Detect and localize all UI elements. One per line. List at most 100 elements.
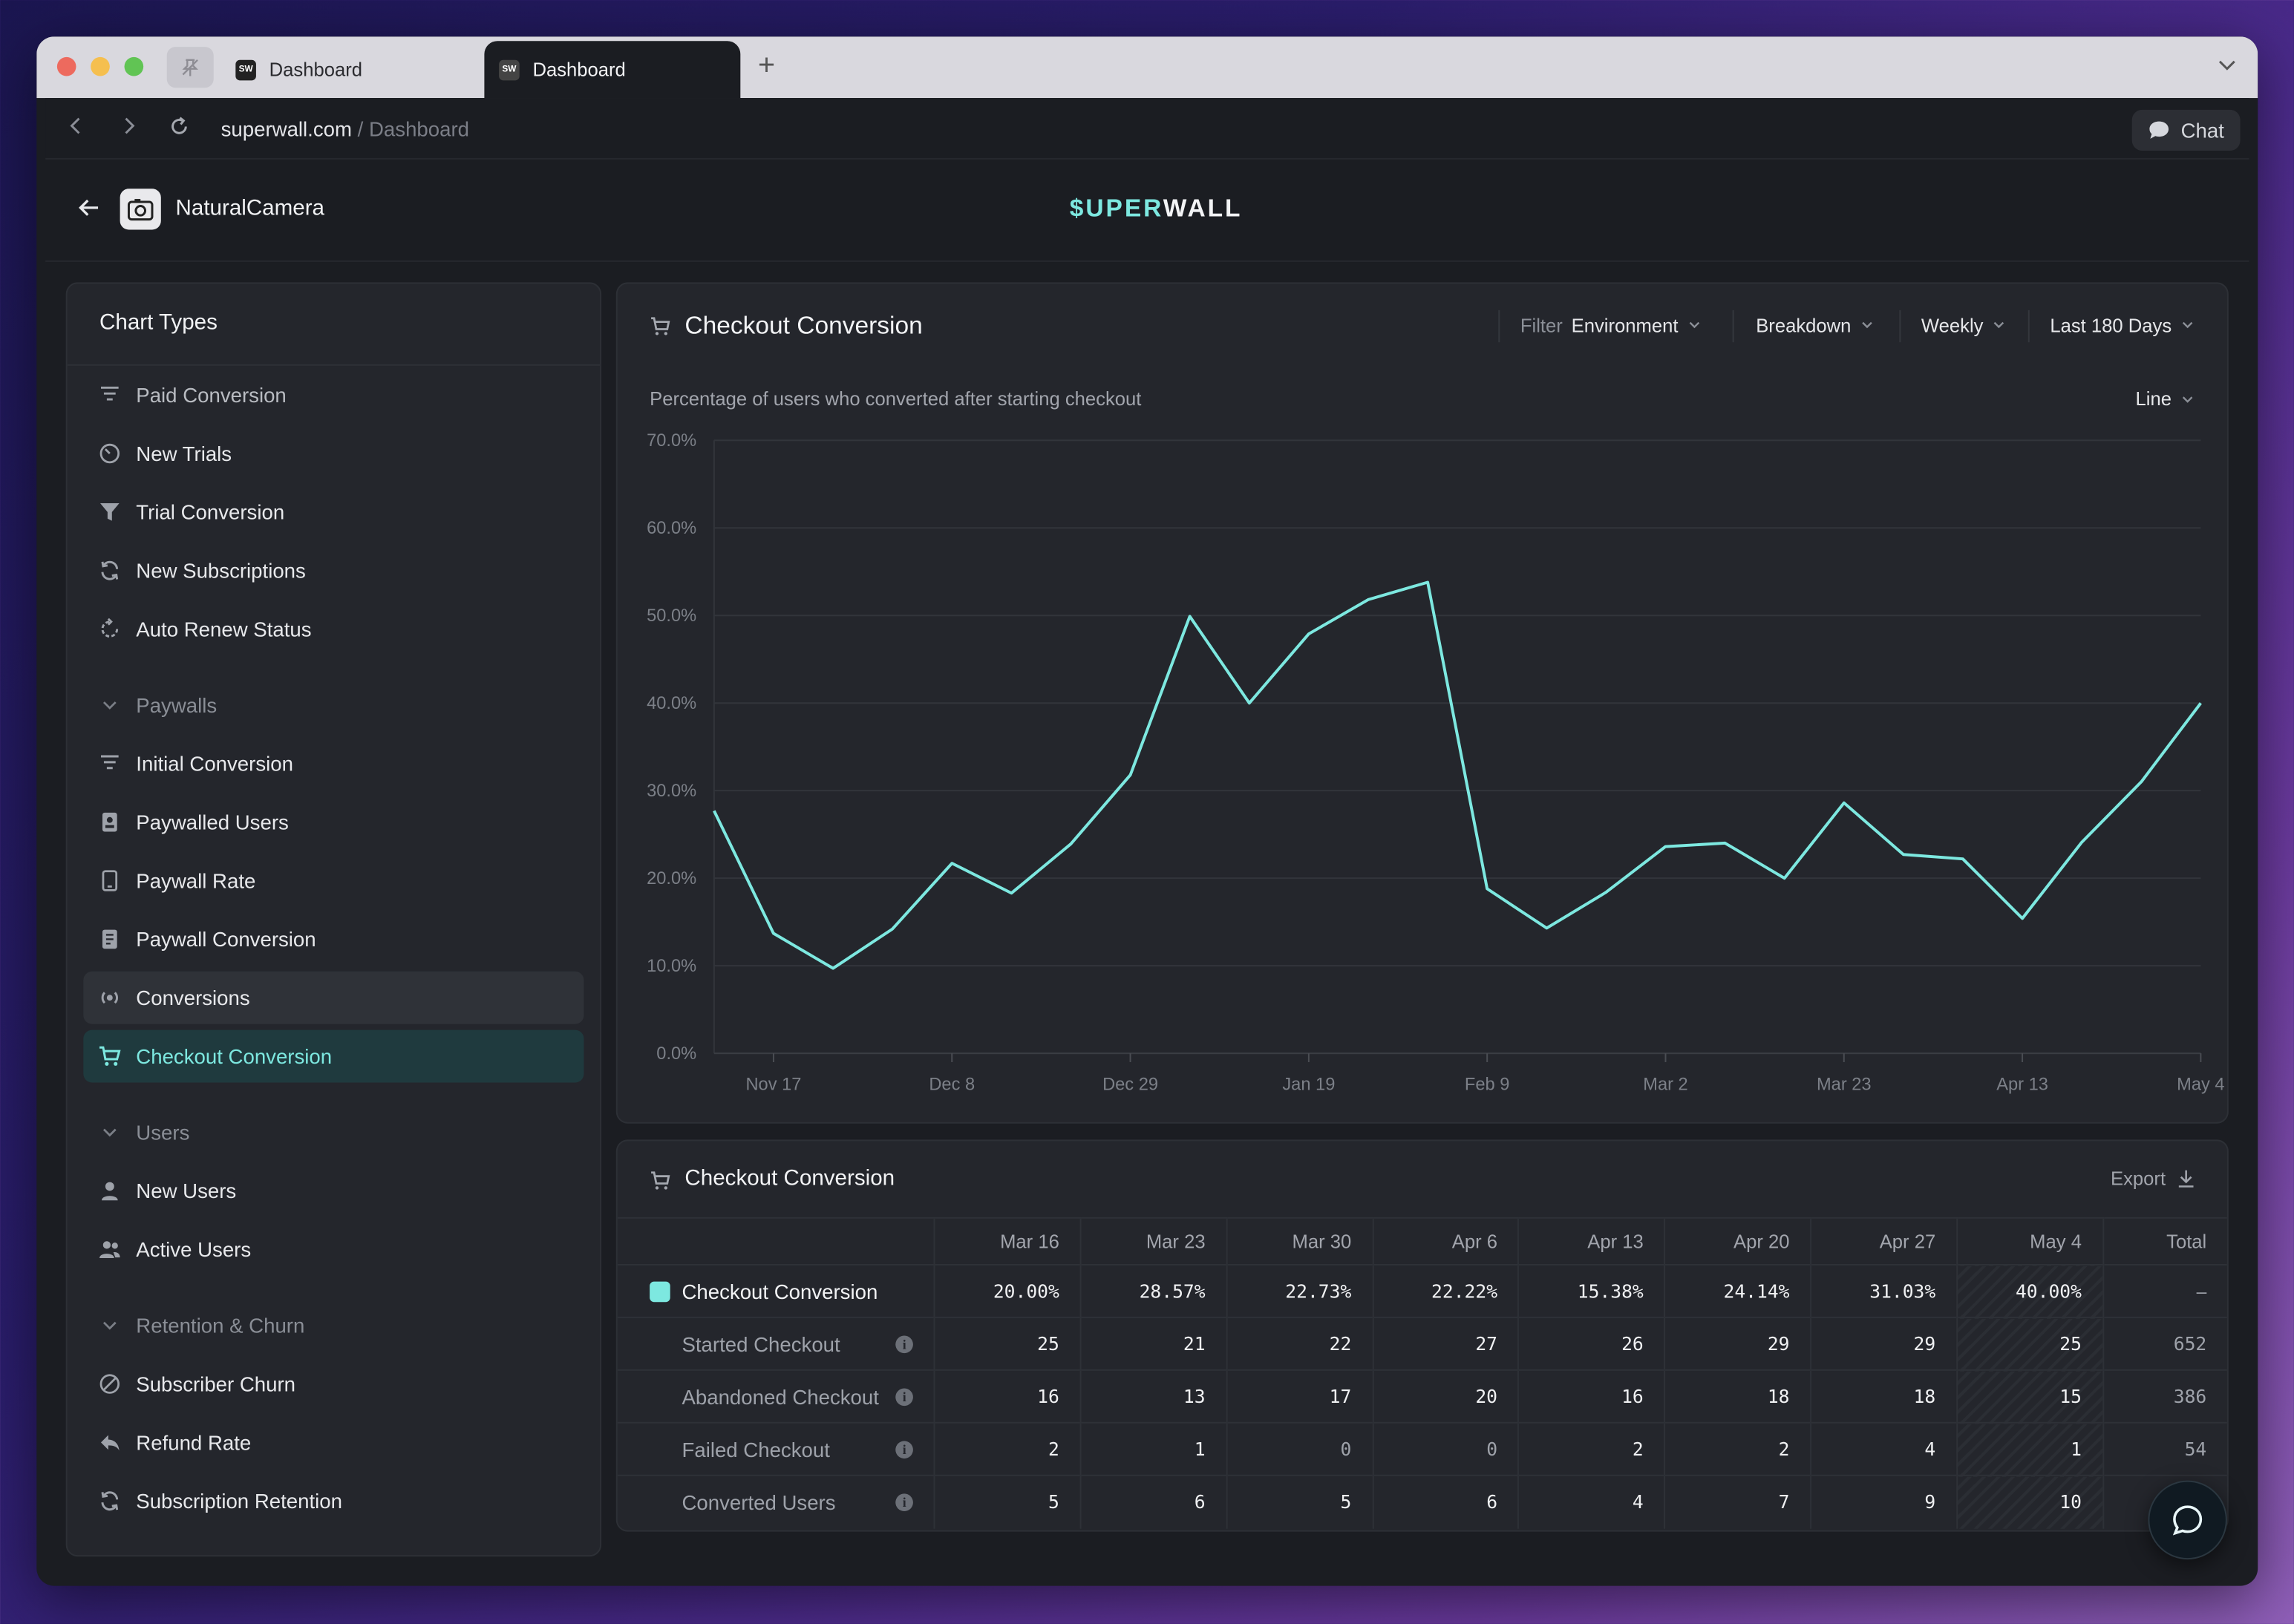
conversion-table: Mar 16 Mar 23 Mar 30 Apr 6 Apr 13 Apr 20 Apr 2…: [617, 1217, 2227, 1528]
sidebar-item-label: Checkout Conversion: [136, 1044, 333, 1068]
reload-icon[interactable]: [169, 116, 191, 145]
back-icon[interactable]: [66, 116, 87, 143]
chevron-down-icon[interactable]: [2217, 54, 2238, 82]
tab-label: Dashboard: [532, 58, 626, 81]
filter-lines-icon: [83, 383, 136, 407]
cart-icon: [650, 316, 670, 344]
maximize-window-button[interactable]: [124, 56, 144, 76]
table-cell: 29: [1664, 1316, 1811, 1370]
tab-dashboard-2[interactable]: SW Dashboard: [484, 41, 741, 99]
sidebar-section-retention-churn[interactable]: Retention & Churn: [83, 1299, 584, 1352]
sidebar-section-users[interactable]: Users: [83, 1106, 584, 1159]
url-host: superwall.com: [220, 117, 352, 141]
series-swatch: [650, 1280, 670, 1302]
filter-dropdown[interactable]: Filter Environment: [1520, 304, 1702, 345]
sidebar-item-conversions[interactable]: Conversions: [83, 971, 584, 1024]
y-tick-label: 40.0%: [647, 694, 696, 713]
arrow-left-icon[interactable]: [77, 197, 101, 225]
x-tick-label: Feb 9: [1465, 1075, 1509, 1094]
superwall-logo[interactable]: $UPERWALL: [1069, 194, 1243, 223]
chat-label: Chat: [2180, 118, 2224, 143]
export-button[interactable]: Export: [2111, 1168, 2195, 1189]
table-cell: 2: [1664, 1421, 1811, 1476]
forward-icon[interactable]: [119, 116, 140, 143]
minimize-window-button[interactable]: [91, 56, 110, 76]
chart-type-label: Line: [2135, 387, 2172, 410]
info-icon[interactable]: i: [895, 1440, 914, 1458]
sidebar-item-label: New Subscriptions: [136, 558, 306, 583]
chart-types-sidebar: Chart Types Paid Conversion New Trials Tri…: [65, 282, 602, 1557]
table-cell: 18: [1810, 1369, 1957, 1423]
sidebar-item-auto-renew-status[interactable]: Auto Renew Status: [83, 603, 584, 655]
sidebar-item-label: Trial Conversion: [136, 500, 285, 524]
sidebar-item-paid-conversion[interactable]: Paid Conversion: [83, 369, 584, 422]
sidebar-item-label: Conversions: [136, 986, 250, 1009]
column-header: Mar 23: [1079, 1217, 1227, 1265]
interval-dropdown[interactable]: Weekly: [1921, 304, 2007, 345]
sidebar-item-new-subscriptions[interactable]: New Subscriptions: [83, 544, 584, 597]
pin-icon[interactable]: [166, 47, 214, 88]
row-label: Failed Checkout i: [617, 1421, 935, 1476]
chat-bubble-icon[interactable]: [2148, 1480, 2227, 1560]
sidebar-item-refund-rate[interactable]: Refund Rate: [83, 1416, 584, 1469]
sidebar-item-label: New Users: [136, 1179, 237, 1203]
chart-type-dropdown[interactable]: Line: [2136, 387, 2195, 410]
chevron-down-icon: [83, 1314, 136, 1337]
sidebar-item-label: Paywall Conversion: [136, 927, 316, 952]
sidebar-item-paywall-rate[interactable]: Paywall Rate: [83, 854, 584, 907]
table-total-cell: 386: [2102, 1369, 2227, 1423]
chat-button[interactable]: Chat: [2132, 109, 2241, 151]
sidebar-item-new-users[interactable]: New Users: [83, 1165, 584, 1217]
table-total-cell: 652: [2102, 1316, 2227, 1370]
sidebar-item-label: Retention & Churn: [136, 1313, 305, 1337]
table-cell: 4: [1810, 1421, 1957, 1476]
table-row: Started Checkout i 25 21 22 27 26 29 29 25 652: [617, 1316, 2227, 1370]
sidebar-item-label: New Trials: [136, 442, 232, 465]
x-tick-label: May 4: [2177, 1075, 2224, 1094]
row-header-cell: [617, 1217, 935, 1265]
sidebar-item-paywalled-users[interactable]: Paywalled Users: [83, 796, 584, 848]
row-label: Started Checkout i: [617, 1316, 935, 1370]
funnel-icon: [83, 500, 136, 524]
sidebar-item-trial-conversion[interactable]: Trial Conversion: [83, 485, 584, 538]
column-header: Apr 27: [1810, 1217, 1957, 1265]
sidebar-item-new-trials[interactable]: New Trials: [83, 428, 584, 480]
reply-icon: [83, 1431, 136, 1455]
sidebar-item-initial-conversion[interactable]: Initial Conversion: [83, 737, 584, 790]
timer-icon: [83, 442, 136, 465]
table-cell: 15: [1955, 1369, 2103, 1423]
sidebar-item-subscription-retention[interactable]: Subscription Retention: [83, 1475, 584, 1528]
sidebar-item-subscriber-churn[interactable]: Subscriber Churn: [83, 1358, 584, 1410]
info-icon[interactable]: i: [895, 1335, 914, 1353]
x-tick-label: Mar 2: [1643, 1075, 1687, 1094]
new-tab-button[interactable]: +: [757, 50, 776, 82]
badge-icon: [83, 811, 136, 834]
x-tick-label: Dec 8: [929, 1075, 975, 1094]
download-icon: [2178, 1170, 2194, 1188]
sidebar-item-active-users[interactable]: Active Users: [83, 1223, 584, 1276]
table-cell: 22.73%: [1226, 1263, 1373, 1317]
info-icon[interactable]: i: [895, 1387, 914, 1406]
url-field[interactable]: superwall.com / Dashboard: [221, 117, 469, 141]
chevron-down-icon: [83, 1121, 136, 1145]
date-range-dropdown[interactable]: Last 180 Days: [2050, 304, 2195, 345]
user-icon: [83, 1179, 136, 1203]
document-icon: [83, 928, 136, 952]
close-window-button[interactable]: [56, 56, 76, 76]
breakdown-dropdown[interactable]: Breakdown: [1756, 304, 1875, 345]
users-icon: [83, 1237, 136, 1261]
x-tick-label: Nov 17: [745, 1075, 801, 1094]
table-cell: 5: [933, 1474, 1081, 1528]
table-cell: 25: [933, 1316, 1081, 1370]
interval-label: Weekly: [1921, 313, 1984, 336]
app-header: NaturalCamera $UPERWALL: [45, 160, 2249, 262]
sidebar-section-paywalls[interactable]: Paywalls: [83, 679, 584, 732]
info-icon[interactable]: i: [895, 1493, 914, 1511]
table-cell: 17: [1226, 1369, 1373, 1423]
tab-dashboard-1[interactable]: SW Dashboard: [221, 41, 477, 98]
cart-icon: [650, 1170, 670, 1198]
sidebar-item-checkout-conversion[interactable]: Checkout Conversion: [83, 1029, 584, 1083]
sidebar-item-paywall-conversion[interactable]: Paywall Conversion: [83, 913, 584, 966]
checkout-conversion-line-chart[interactable]: 0.0% 10.0% 20.0% 30.0% 40.0% 50.0% 60.0% 70.0% N…: [618, 430, 2229, 1117]
table-cell: 27: [1371, 1316, 1519, 1370]
